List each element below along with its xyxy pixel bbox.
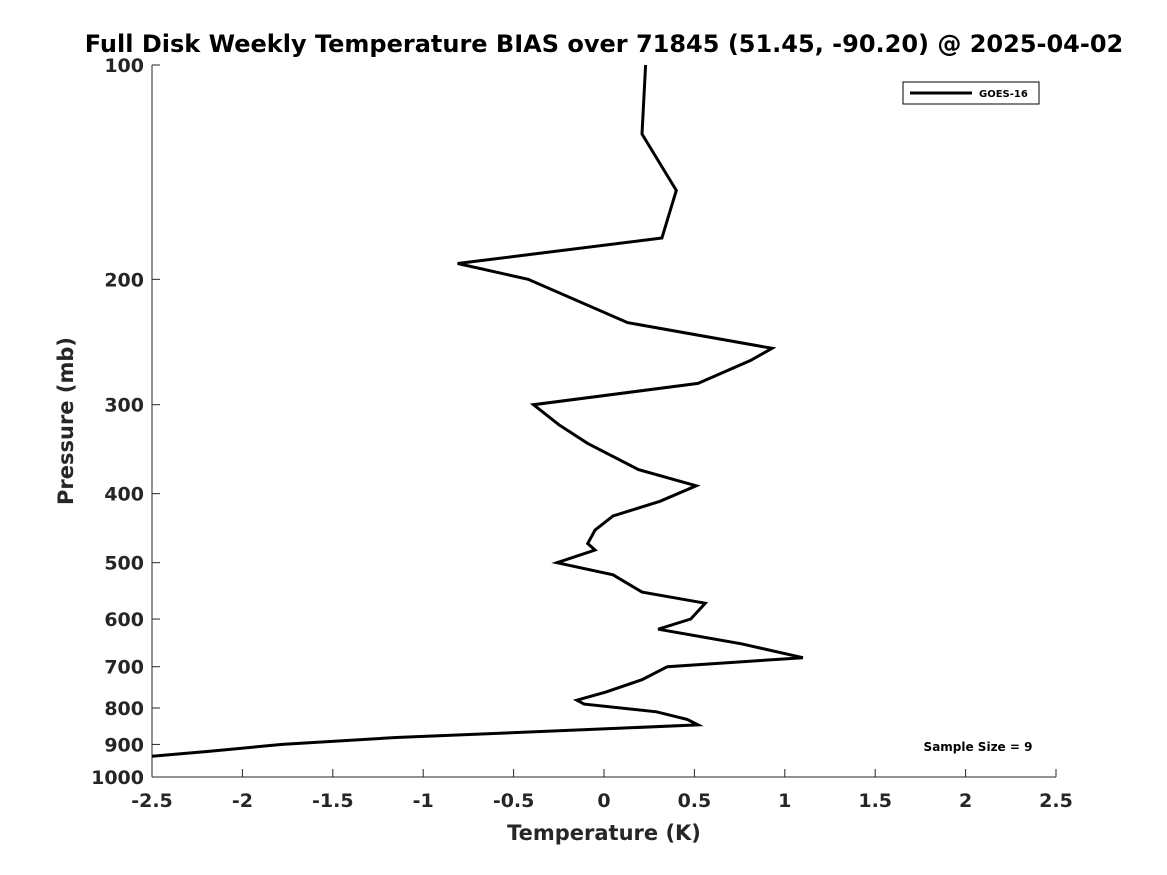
y-tick-label: 1000 bbox=[91, 767, 144, 789]
y-tick-label: 300 bbox=[104, 395, 144, 417]
x-tick-label: -0.5 bbox=[493, 790, 535, 812]
x-axis-label: Temperature (K) bbox=[507, 821, 701, 845]
plot-area bbox=[151, 64, 804, 758]
x-tick-label: 1 bbox=[778, 790, 791, 812]
x-tick-label: -1 bbox=[413, 790, 434, 812]
x-tick-label: 1.5 bbox=[858, 790, 892, 812]
y-tick-label: 500 bbox=[104, 553, 144, 575]
y-tick-label: 400 bbox=[104, 484, 144, 506]
y-tick-label: 900 bbox=[104, 734, 144, 756]
chart-title: Full Disk Weekly Temperature BIAS over 7… bbox=[85, 30, 1124, 58]
y-tick-label: 800 bbox=[104, 698, 144, 720]
legend: GOES-16 bbox=[902, 81, 1040, 105]
x-axis-ticks: -2.5 -2 -1.5 -1 -0.5 0 0.5 1 1.5 2 2.5 bbox=[131, 769, 1073, 812]
x-tick-label: 0 bbox=[597, 790, 610, 812]
series-line-goes-16 bbox=[151, 64, 804, 758]
x-tick-label: 2 bbox=[959, 790, 972, 812]
y-tick-label: 600 bbox=[104, 609, 144, 631]
x-tick-label: 0.5 bbox=[678, 790, 712, 812]
x-tick-label: -1.5 bbox=[312, 790, 354, 812]
y-tick-label: 700 bbox=[104, 657, 144, 679]
y-axis-label: Pressure (mb) bbox=[54, 337, 78, 505]
y-tick-label: 200 bbox=[104, 269, 144, 291]
x-tick-label: -2 bbox=[232, 790, 253, 812]
legend-label-goes-16: GOES-16 bbox=[979, 89, 1028, 100]
y-axis-ticks: 100 200 300 400 500 600 700 800 900 1000 bbox=[91, 55, 160, 789]
x-tick-label: -2.5 bbox=[131, 790, 173, 812]
sample-size-annotation: Sample Size = 9 bbox=[924, 740, 1033, 754]
y-tick-label: 100 bbox=[104, 55, 144, 77]
x-tick-label: 2.5 bbox=[1039, 790, 1073, 812]
